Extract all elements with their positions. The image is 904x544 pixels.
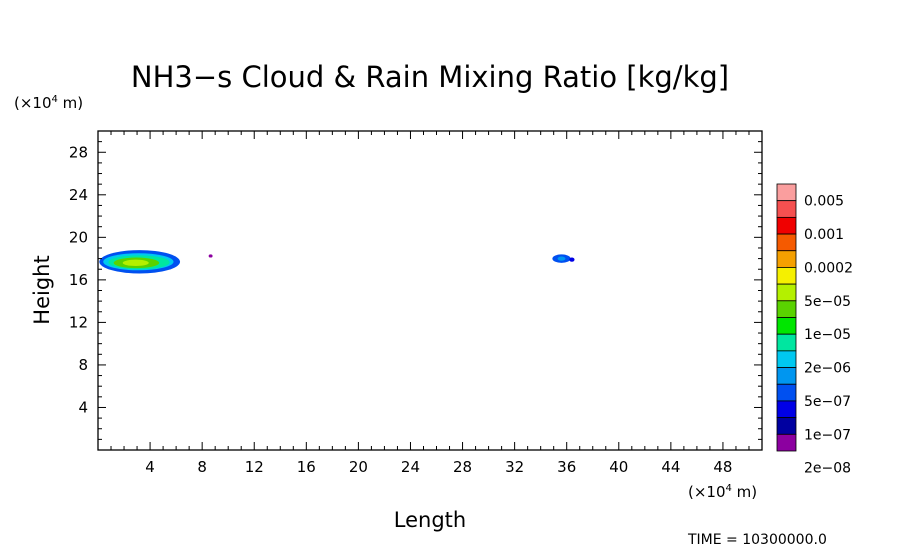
colorbar-swatch-3	[776, 233, 797, 252]
colorbar-swatch-13	[776, 400, 797, 419]
colorbar-swatch-7	[776, 300, 797, 318]
colorbar: 0.005 0.001 0.0002 5e−05 1e−05 2e−06 5e−07 1e−0…	[776, 183, 853, 477]
x-tick-label-48: 48	[713, 458, 732, 476]
colorbar-swatch-8	[776, 317, 797, 335]
colorbar-label-3: 5e−05	[804, 294, 851, 310]
y-tick-label-12: 12	[69, 313, 88, 331]
y-tick-label-8: 8	[78, 356, 88, 374]
colorbar-label-0: 0.005	[804, 194, 844, 210]
x-tick-label-36: 36	[557, 458, 576, 476]
x-axis-unit: (×104 m)	[688, 483, 757, 501]
x-tick-label-8: 8	[197, 458, 207, 476]
y-axis-ticks: 4 8 12 16 20 24 28	[69, 141, 762, 440]
data-region-7	[557, 256, 566, 261]
colorbar-swatch-2	[776, 216, 797, 235]
colorbar-swatch-10	[776, 350, 797, 368]
colorbar-label-6: 5e−07	[804, 394, 851, 410]
y-tick-label-4: 4	[78, 398, 88, 416]
x-tick-label-40: 40	[609, 458, 628, 476]
x-tick-label-28: 28	[453, 458, 472, 476]
data-region-4	[122, 259, 149, 267]
x-tick-label-4: 4	[145, 458, 155, 476]
colorbar-swatch-12	[776, 383, 797, 402]
plot-data-regions	[99, 250, 575, 274]
colorbar-swatch-5	[776, 267, 797, 285]
y-tick-label-28: 28	[69, 143, 88, 161]
colorbar-swatch-14	[776, 417, 797, 435]
x-tick-label-12: 12	[245, 458, 264, 476]
x-tick-label-44: 44	[661, 458, 680, 476]
y-axis-unit: (×104 m)	[14, 94, 83, 112]
x-axis-label: Length	[394, 508, 466, 532]
time-label: TIME = 10300000.0	[687, 532, 827, 544]
colorbar-swatch-4	[776, 250, 797, 268]
colorbar-swatch-1	[776, 200, 797, 218]
colorbar-swatch-0	[776, 183, 797, 202]
x-tick-label-20: 20	[349, 458, 368, 476]
y-tick-label-16: 16	[69, 271, 88, 289]
colorbar-swatch-6	[776, 283, 797, 302]
data-region-5	[208, 254, 213, 258]
y-tick-label-20: 20	[69, 228, 88, 246]
colorbar-swatch-15	[776, 433, 797, 452]
x-tick-label-32: 32	[505, 458, 524, 476]
colorbar-swatch-9	[776, 333, 797, 352]
x-axis-ticks: 4 8 12 16 20 24 28 32 36 40 44 48	[110, 131, 750, 476]
colorbar-label-4: 1e−05	[804, 327, 851, 343]
plot-frame	[97, 130, 763, 451]
colorbar-label-5: 2e−06	[804, 361, 851, 377]
colorbar-label-2: 0.0002	[804, 260, 853, 276]
y-tick-label-24: 24	[69, 186, 88, 204]
chart-title: NH3−s Cloud & Rain Mixing Ratio [kg/kg]	[131, 60, 729, 94]
colorbar-label-7: 1e−07	[804, 427, 851, 443]
x-tick-label-24: 24	[401, 458, 420, 476]
colorbar-swatch-11	[776, 367, 797, 385]
x-tick-label-16: 16	[297, 458, 316, 476]
y-axis-label: Height	[30, 255, 54, 324]
colorbar-label-8: 2e−08	[804, 461, 851, 477]
colorbar-label-1: 0.001	[804, 227, 844, 243]
data-region-8	[569, 257, 575, 262]
